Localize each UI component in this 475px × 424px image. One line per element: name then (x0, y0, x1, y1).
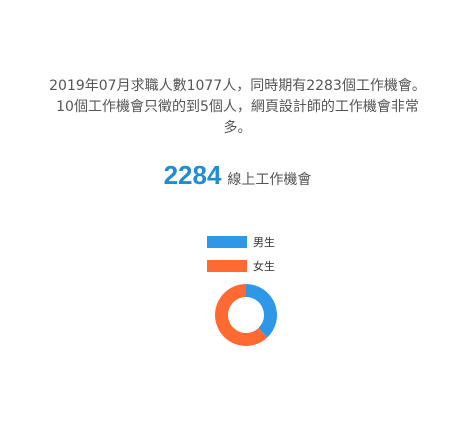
summary-line-3: 多。 (223, 120, 252, 136)
chart-legend: 男生 女生 (207, 235, 275, 283)
legend-item-male[interactable]: 男生 (207, 235, 275, 249)
legend-label-female: 女生 (253, 260, 275, 273)
legend-label-male: 男生 (253, 236, 275, 249)
legend-item-female[interactable]: 女生 (207, 259, 275, 273)
summary-line-1: 2019年07月求職人數1077人，同時期有2283個工作機會。 (49, 78, 426, 94)
online-jobs-count: 2284 (163, 160, 222, 190)
summary-line-2: 10個工作機會只徵的到5個人，網頁設計師的工作機會非常 (56, 99, 419, 115)
online-jobs-stat: 2284 線上工作機會 (0, 160, 475, 191)
online-jobs-label: 線上工作機會 (227, 172, 312, 188)
donut-slice-male[interactable] (246, 284, 277, 338)
donut-slice-female[interactable] (214, 284, 268, 346)
legend-swatch-female (207, 260, 247, 272)
job-summary-text: 2019年07月求職人數1077人，同時期有2283個工作機會。 10個工作機會… (22, 76, 453, 139)
gender-donut-chart (214, 284, 277, 346)
legend-swatch-male (207, 236, 247, 248)
